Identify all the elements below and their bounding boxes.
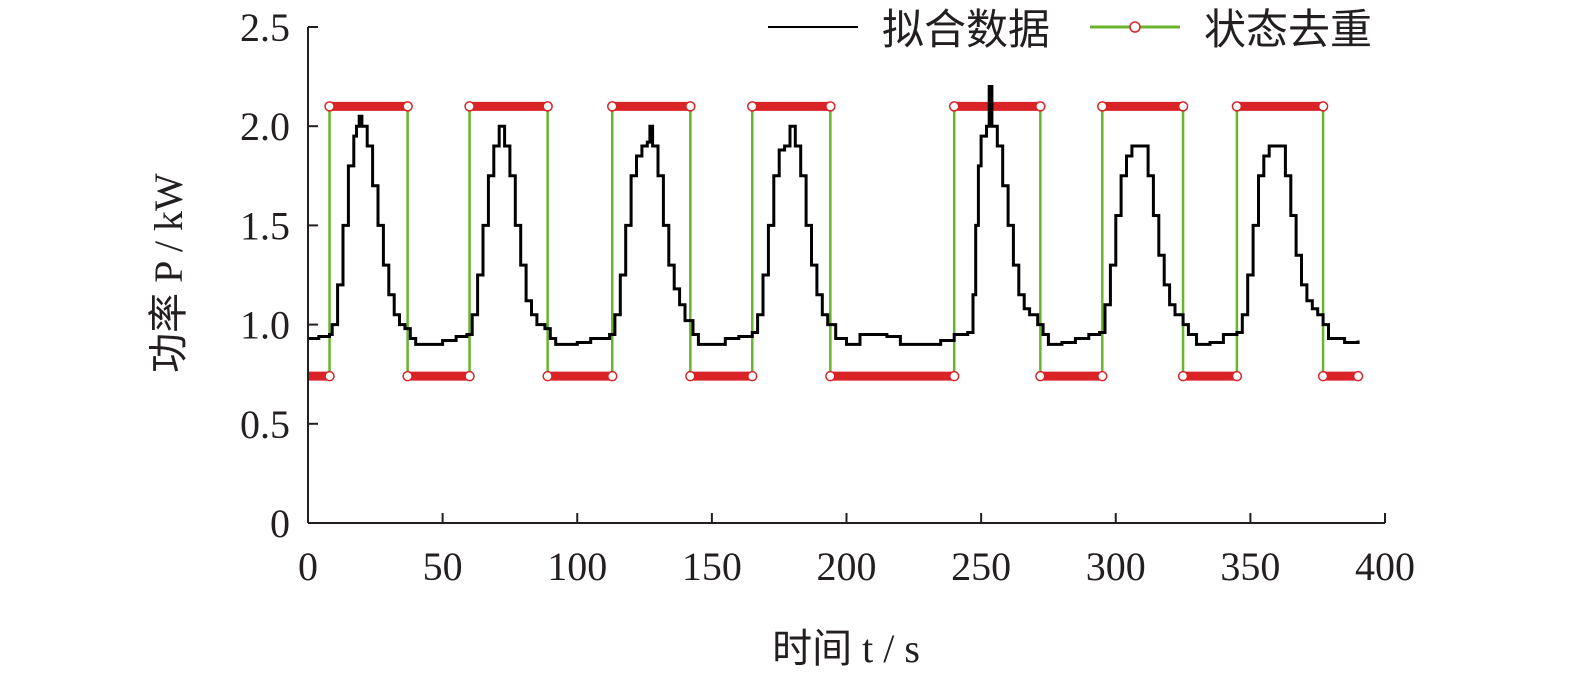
- fitted-data-line: [308, 85, 1360, 346]
- state-marker: [1097, 370, 1108, 382]
- state-marker: [542, 370, 553, 382]
- x-tick-label: 200: [817, 544, 877, 589]
- state-marker: [324, 370, 335, 382]
- state-marker: [607, 370, 618, 382]
- x-tick-label: 50: [423, 544, 463, 589]
- state-marker: [948, 101, 960, 112]
- legend-label-state: 状态去重: [1204, 8, 1372, 54]
- x-tick-label: 400: [1355, 544, 1415, 589]
- state-marker: [1317, 370, 1329, 382]
- state-marker: [402, 101, 413, 112]
- state-marker: [747, 370, 758, 382]
- state-marker: [1231, 370, 1243, 382]
- state-marker: [1177, 370, 1189, 382]
- state-marker: [825, 101, 836, 112]
- state-marker: [464, 370, 475, 382]
- state-marker: [825, 370, 836, 382]
- state-marker: [402, 370, 413, 382]
- state-marker: [1352, 370, 1364, 382]
- legend: 拟合数据 状态去重: [768, 8, 1372, 54]
- state-marker: [1035, 101, 1046, 112]
- series-layer: [308, 85, 1364, 382]
- y-tick-label: 0: [270, 501, 290, 546]
- x-tick-label: 0: [298, 544, 318, 589]
- x-tick-label: 300: [1086, 544, 1146, 589]
- x-axis-title: 时间 t / s: [772, 626, 920, 671]
- state-marker: [324, 101, 335, 112]
- state-marker: [747, 101, 758, 112]
- state-marker: [1097, 101, 1108, 112]
- state-marker: [1231, 101, 1243, 112]
- y-tick-label: 1.0: [240, 303, 290, 348]
- y-tick-label: 0.5: [240, 402, 290, 447]
- state-marker: [607, 101, 618, 112]
- axes-layer: 0 50 100 150 200 250 300 350 400 0 0.5 1.0 1.5 2.0 2.5: [240, 5, 1415, 589]
- x-tick-label: 350: [1220, 544, 1280, 589]
- state-marker: [464, 101, 475, 112]
- state-marker: [1035, 370, 1046, 382]
- state-marker: [1177, 101, 1189, 112]
- state-marker: [685, 101, 696, 112]
- y-tick-label: 2.5: [240, 5, 290, 50]
- legend-marker-state: [1129, 21, 1141, 33]
- y-tick-label: 1.5: [240, 203, 290, 248]
- x-tick-label: 250: [951, 544, 1011, 589]
- state-marker: [948, 370, 960, 382]
- state-marker: [1317, 101, 1329, 112]
- y-tick-label: 2.0: [240, 104, 290, 149]
- x-tick-label: 100: [547, 544, 607, 589]
- state-marker: [685, 370, 696, 382]
- state-marker: [542, 101, 553, 112]
- x-tick-label: 150: [682, 544, 742, 589]
- legend-label-fitted: 拟合数据: [882, 8, 1050, 54]
- y-axis-title: 功率 P / kW: [146, 173, 191, 373]
